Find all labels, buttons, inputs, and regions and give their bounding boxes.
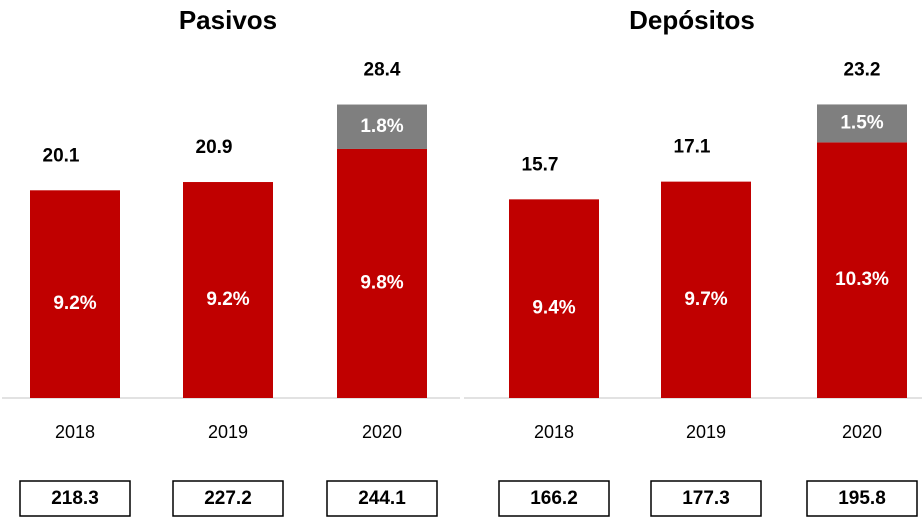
box-label: 166.2 — [530, 488, 578, 509]
value-box — [498, 480, 610, 517]
percent-label: 1.5% — [840, 112, 883, 133]
value-box — [650, 480, 762, 517]
percent-label: 9.4% — [532, 298, 575, 319]
percent-label: 9.8% — [360, 272, 403, 293]
bar-segment — [661, 181, 751, 398]
total-label: 28.4 — [364, 60, 401, 81]
bar-segment — [817, 142, 907, 398]
total-label: 23.2 — [844, 59, 881, 80]
value-box — [19, 480, 131, 517]
chart-title: Depósitos — [629, 5, 755, 35]
box-label: 177.3 — [682, 488, 730, 509]
total-label: 20.9 — [196, 137, 233, 158]
total-label: 20.1 — [43, 145, 80, 166]
x-tick-label: 2019 — [208, 422, 248, 442]
percent-label: 10.3% — [835, 269, 889, 290]
x-tick-label: 2018 — [534, 422, 574, 442]
percent-label: 9.2% — [53, 293, 96, 314]
x-tick-label: 2020 — [362, 422, 402, 442]
box-label: 218.3 — [51, 488, 99, 509]
percent-label: 9.7% — [684, 289, 727, 310]
bar-segment — [337, 148, 427, 398]
bar-segment — [817, 104, 907, 143]
percent-label: 9.2% — [206, 289, 249, 310]
x-tick-label: 2019 — [686, 422, 726, 442]
bar-segment — [30, 190, 120, 398]
percent-label: 1.8% — [360, 116, 403, 137]
value-box — [326, 480, 438, 517]
total-label: 17.1 — [674, 137, 711, 158]
chart-title: Pasivos — [179, 5, 277, 35]
box-label: 227.2 — [204, 488, 252, 509]
total-label: 15.7 — [522, 154, 559, 175]
x-tick-label: 2020 — [842, 422, 882, 442]
value-box — [172, 480, 284, 517]
box-label: 244.1 — [358, 488, 406, 509]
bar-segment — [183, 182, 273, 398]
x-tick-label: 2018 — [55, 422, 95, 442]
bar-segment — [509, 199, 599, 398]
box-label: 195.8 — [838, 488, 886, 509]
bar-segment — [337, 104, 427, 149]
value-box — [806, 480, 918, 517]
